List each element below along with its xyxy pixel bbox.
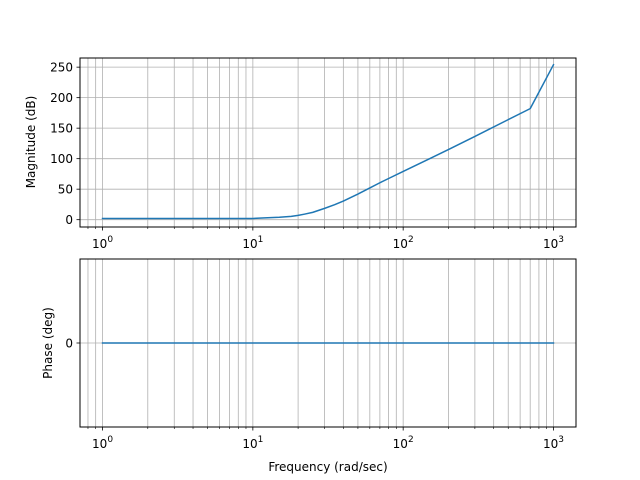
frequency-x-axis-label: Frequency (rad/sec) (268, 460, 387, 474)
magnitude-y-tick-label: 250 (50, 60, 73, 74)
magnitude-y-tick-label: 50 (58, 182, 73, 196)
magnitude-y-tick-label: 150 (50, 121, 73, 135)
phase-y-axis-label: Phase (deg) (41, 307, 55, 379)
magnitude-y-tick-label: 0 (65, 213, 73, 227)
magnitude-y-tick-label: 100 (50, 152, 73, 166)
magnitude-y-axis-label: Magnitude (dB) (24, 96, 38, 189)
magnitude-y-tick-label: 200 (50, 91, 73, 105)
phase-y-tick-label: 0 (65, 336, 73, 350)
